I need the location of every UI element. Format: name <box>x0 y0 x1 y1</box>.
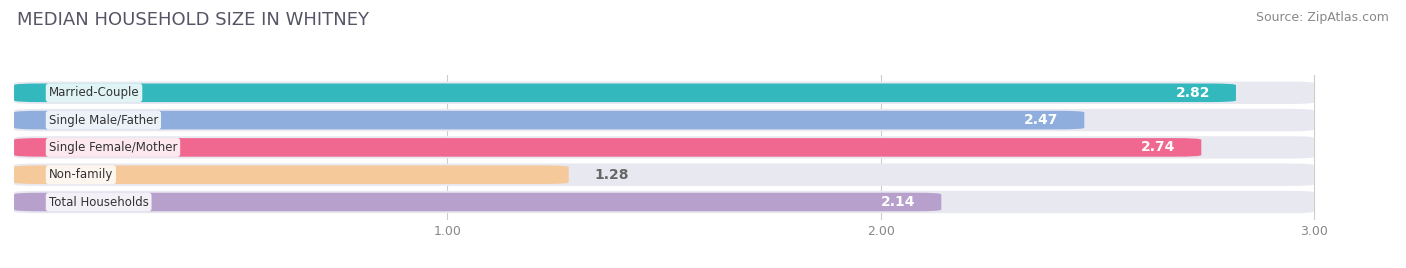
Text: 2.14: 2.14 <box>880 195 915 209</box>
FancyBboxPatch shape <box>14 84 1236 102</box>
FancyBboxPatch shape <box>14 109 1315 131</box>
FancyBboxPatch shape <box>14 165 568 184</box>
Text: 2.47: 2.47 <box>1024 113 1059 127</box>
Text: Single Female/Mother: Single Female/Mother <box>49 141 177 154</box>
Text: MEDIAN HOUSEHOLD SIZE IN WHITNEY: MEDIAN HOUSEHOLD SIZE IN WHITNEY <box>17 11 368 29</box>
Text: Source: ZipAtlas.com: Source: ZipAtlas.com <box>1256 11 1389 24</box>
FancyBboxPatch shape <box>14 138 1201 157</box>
FancyBboxPatch shape <box>14 193 941 211</box>
FancyBboxPatch shape <box>14 81 1315 104</box>
FancyBboxPatch shape <box>14 163 1315 186</box>
Text: Non-family: Non-family <box>49 168 112 181</box>
Text: 2.74: 2.74 <box>1140 140 1175 154</box>
FancyBboxPatch shape <box>14 111 1084 129</box>
Text: Total Households: Total Households <box>49 196 149 209</box>
Text: 2.82: 2.82 <box>1175 86 1211 100</box>
Text: 1.28: 1.28 <box>595 168 628 182</box>
FancyBboxPatch shape <box>14 136 1315 159</box>
Text: Single Male/Father: Single Male/Father <box>49 114 157 126</box>
FancyBboxPatch shape <box>14 191 1315 213</box>
Text: Married-Couple: Married-Couple <box>49 86 139 99</box>
